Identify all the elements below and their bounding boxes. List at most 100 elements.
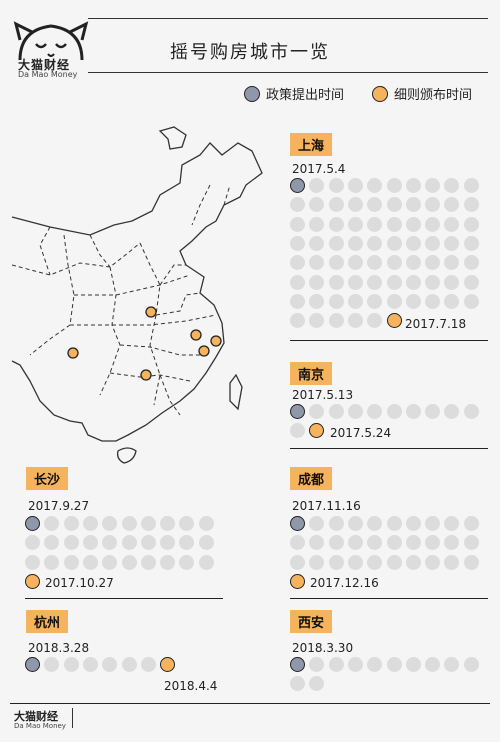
map-marker-nanjing	[190, 329, 202, 341]
china-map	[11, 126, 263, 464]
day-dot	[444, 197, 460, 213]
day-dot	[309, 404, 325, 419]
day-dot	[347, 516, 363, 531]
day-dot	[405, 293, 421, 309]
day-dot	[309, 255, 325, 271]
day-dot	[328, 235, 344, 251]
day-dot	[347, 293, 363, 309]
dot-grid-shanghai	[290, 178, 490, 338]
footer-divider	[72, 708, 73, 728]
day-dot	[425, 535, 441, 551]
city-tag-shanghai: 上海	[290, 133, 333, 156]
day-dot	[328, 216, 344, 232]
issued-day-dot	[160, 657, 176, 672]
day-dot	[444, 535, 460, 551]
day-dot	[347, 274, 363, 290]
day-dot	[63, 516, 79, 531]
day-dot	[425, 178, 441, 193]
day-dot	[463, 657, 479, 672]
issued-day-dot	[309, 423, 325, 439]
map-marker-changsha	[140, 369, 152, 381]
issued-day-dot	[290, 573, 305, 589]
legend-issued: 细则颁布时间	[372, 84, 472, 103]
dot-grid-nanjing	[290, 404, 490, 444]
day-dot	[44, 516, 60, 531]
day-dot	[463, 255, 479, 271]
day-dot	[328, 197, 344, 213]
day-dot	[82, 657, 98, 672]
day-dot	[121, 554, 137, 570]
day-dot	[347, 313, 363, 329]
proposed-day-dot	[290, 657, 305, 672]
day-dot	[367, 197, 383, 213]
day-dot	[63, 554, 79, 570]
dot-grid-changsha	[25, 516, 225, 596]
day-dot	[405, 235, 421, 251]
rule-chengdu	[290, 598, 488, 599]
day-dot	[386, 274, 402, 290]
date-issued-shanghai: 2017.7.18	[405, 317, 467, 331]
day-dot	[425, 235, 441, 251]
day-dot	[367, 535, 383, 551]
day-dot	[102, 535, 118, 551]
map-marker-xian	[145, 306, 157, 318]
day-dot	[290, 235, 305, 251]
day-dot	[44, 657, 60, 672]
day-dot	[328, 554, 344, 570]
day-dot	[347, 216, 363, 232]
day-dot	[198, 535, 214, 551]
day-dot	[102, 657, 118, 672]
day-dot	[425, 554, 441, 570]
day-dot	[463, 178, 479, 193]
day-dot	[309, 216, 325, 232]
day-dot	[405, 404, 421, 419]
day-dot	[444, 404, 460, 419]
day-dot	[405, 255, 421, 271]
day-dot	[405, 516, 421, 531]
day-dot	[309, 274, 325, 290]
day-dot	[444, 516, 460, 531]
day-dot	[386, 255, 402, 271]
day-dot	[198, 554, 214, 570]
day-dot	[290, 676, 305, 692]
day-dot	[425, 516, 441, 531]
day-dot	[290, 274, 305, 290]
day-dot	[405, 178, 421, 193]
day-dot	[328, 313, 344, 329]
brand-name: 大猫财经	[18, 58, 71, 72]
map-marker-hangzhou	[198, 345, 210, 357]
day-dot	[290, 313, 305, 329]
day-dot	[309, 554, 325, 570]
day-dot	[140, 657, 156, 672]
day-dot	[425, 197, 441, 213]
footer-brand-en: Da Mao Money	[14, 722, 66, 730]
day-dot	[367, 293, 383, 309]
day-dot	[386, 293, 402, 309]
day-dot	[309, 516, 325, 531]
day-dot	[82, 516, 98, 531]
dot-grid-xian	[290, 657, 490, 697]
day-dot	[405, 197, 421, 213]
day-dot	[367, 516, 383, 531]
dot-grid-hangzhou	[25, 657, 225, 681]
day-dot	[82, 535, 98, 551]
day-dot	[160, 554, 176, 570]
city-tag-xian: 西安	[290, 610, 333, 633]
day-dot	[463, 404, 479, 419]
day-dot	[25, 535, 40, 551]
day-dot	[309, 313, 325, 329]
day-dot	[347, 657, 363, 672]
legend-issued-label: 细则颁布时间	[394, 88, 473, 103]
issued-day-dot	[386, 313, 402, 329]
day-dot	[347, 178, 363, 193]
date-issued-chengdu: 2017.12.16	[310, 576, 379, 590]
day-dot	[328, 657, 344, 672]
day-dot	[179, 516, 195, 531]
day-dot	[198, 516, 214, 531]
day-dot	[444, 235, 460, 251]
day-dot	[444, 657, 460, 672]
map-marker-shanghai	[210, 335, 222, 347]
day-dot	[347, 404, 363, 419]
proposed-day-dot	[290, 404, 305, 419]
day-dot	[160, 535, 176, 551]
